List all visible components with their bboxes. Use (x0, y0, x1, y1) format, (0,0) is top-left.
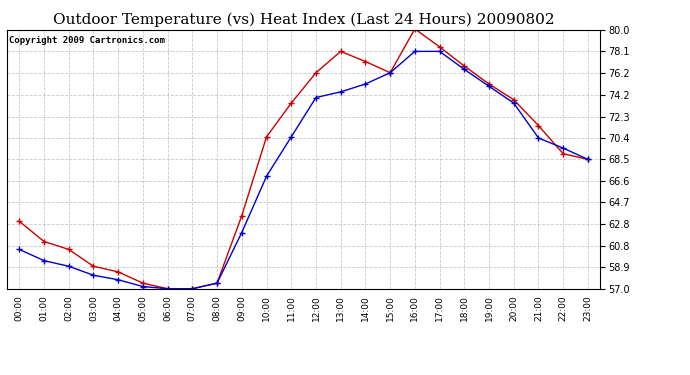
Text: Copyright 2009 Cartronics.com: Copyright 2009 Cartronics.com (9, 36, 164, 45)
Title: Outdoor Temperature (vs) Heat Index (Last 24 Hours) 20090802: Outdoor Temperature (vs) Heat Index (Las… (53, 13, 554, 27)
